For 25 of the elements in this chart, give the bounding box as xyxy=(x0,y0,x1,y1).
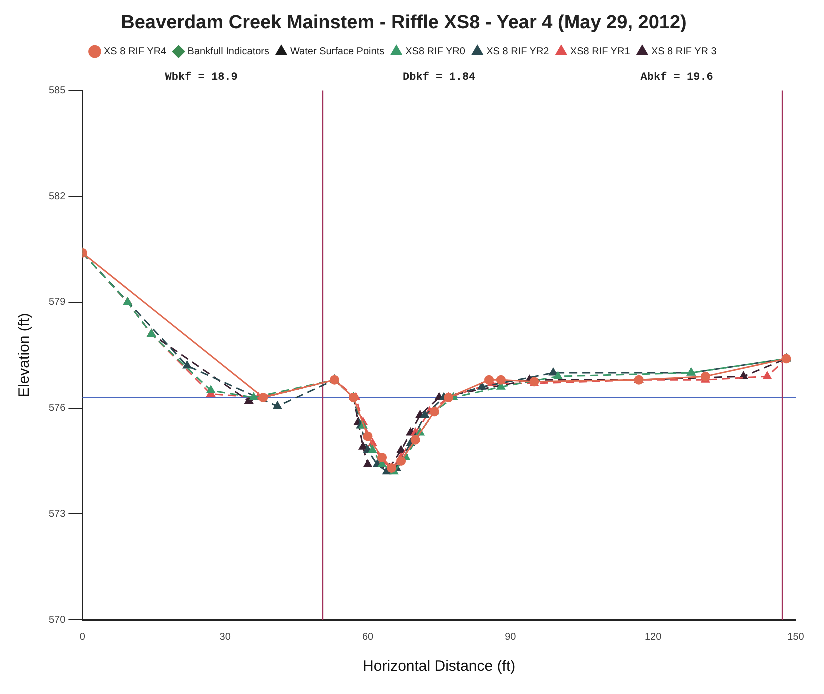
legend-label: XS 8 RIF YR4 xyxy=(104,46,168,58)
legend-label: Water Surface Points xyxy=(290,46,385,58)
legend-label: XS 8 RIF YR2 xyxy=(486,46,550,58)
x-tick-label: 60 xyxy=(362,632,374,643)
legend-label: XS8 RIF YR1 xyxy=(570,46,631,58)
x-axis-title: Horizontal Distance (ft) xyxy=(363,658,516,676)
y-tick-label: 585 xyxy=(48,86,66,97)
legend-label: Bankfull Indicators xyxy=(188,46,270,58)
legend-label: XS 8 RIF YR 3 xyxy=(651,46,718,58)
y-axis-title: Elevation (ft) xyxy=(16,313,34,398)
y-tick-label: 582 xyxy=(48,191,66,202)
x-tick-label: 90 xyxy=(505,632,517,643)
y-tick-label: 573 xyxy=(48,508,66,520)
text: Abkf = 19.6 xyxy=(640,71,714,84)
text: Wbkf = 18.9 xyxy=(165,71,238,84)
text: Dbkf = 1.84 xyxy=(403,71,476,84)
y-tick-label: 576 xyxy=(48,403,66,414)
y-tick-label: 570 xyxy=(48,614,66,626)
chart-title: Beaverdam Creek Mainstem - Riffle XS8 - Year 4 (May 29, 2012) xyxy=(121,12,687,34)
x-tick-label: 150 xyxy=(788,632,805,643)
legend-label: XS8 RIF YR0 xyxy=(406,46,466,58)
x-tick-label: 0 xyxy=(80,632,86,643)
x-tick-label: 120 xyxy=(644,632,662,643)
y-tick-label: 579 xyxy=(48,297,66,308)
x-tick-label: 30 xyxy=(220,632,232,643)
